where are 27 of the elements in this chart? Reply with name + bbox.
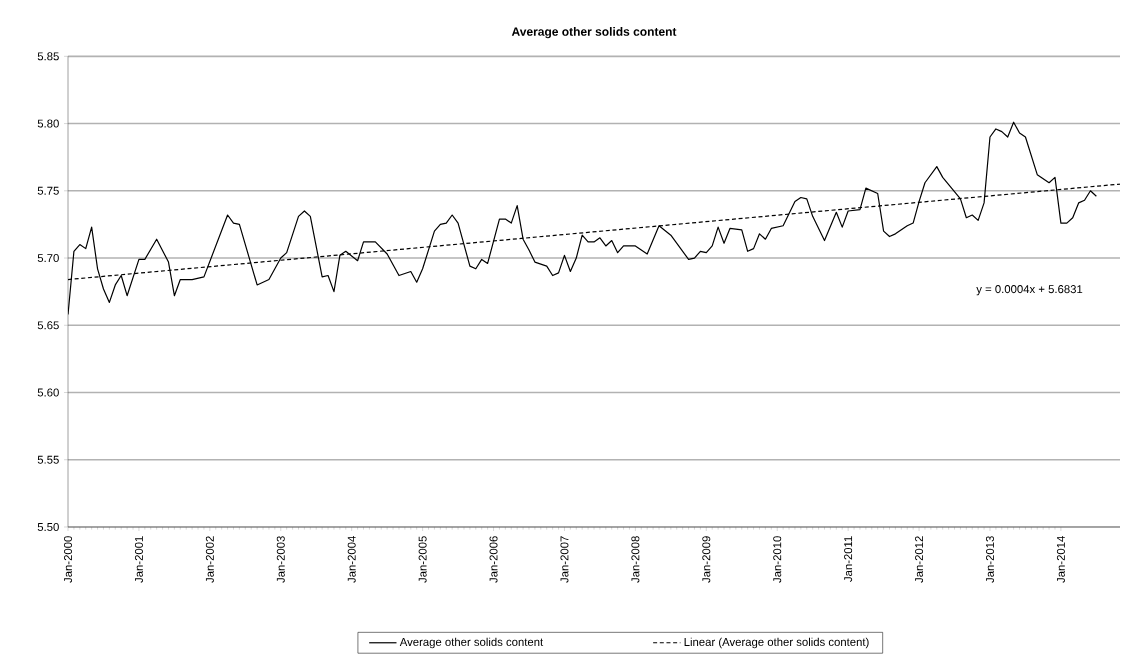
x-tick-label: Jan-2007 [560, 536, 569, 583]
y-tick-label: 5.75 [37, 186, 59, 195]
y-tick-label: 5.70 [37, 254, 59, 263]
y-tick-label: 5.80 [37, 119, 59, 128]
x-tick-label: Jan-2001 [134, 536, 143, 583]
x-tick-label: Jan-2010 [773, 536, 782, 583]
x-tick-label: Jan-2002 [205, 536, 214, 583]
y-tick-label: 5.55 [37, 455, 59, 464]
x-tick-label: Jan-2004 [347, 536, 356, 583]
annotation: y = 0.0004x + 5.6831 [976, 285, 1083, 296]
legend-label: Linear (Average other solids content) [684, 637, 869, 649]
x-tick-label: Jan-2013 [985, 536, 994, 583]
x-tick-label: Jan-2012 [915, 536, 924, 583]
x-tick-label: Jan-2014 [1056, 536, 1065, 583]
x-tick-label: Jan-2006 [489, 536, 498, 583]
y-tick-label: 5.50 [37, 522, 59, 531]
x-tick-label: Jan-2003 [276, 536, 285, 583]
x-tick-label: Jan-2009 [702, 536, 711, 583]
y-tick-label: 5.85 [37, 52, 59, 61]
x-tick-label: Jan-2011 [844, 536, 853, 582]
y-tick-label: 5.65 [37, 321, 59, 330]
x-tick-label: Jan-2008 [631, 536, 640, 583]
x-tick-label: Jan-2000 [64, 536, 73, 583]
legend-label: Average other solids content [399, 637, 544, 649]
x-tick-label: Jan-2005 [418, 536, 427, 583]
chart-title: Average other solids content [511, 27, 677, 39]
y-tick-label: 5.60 [37, 388, 59, 397]
